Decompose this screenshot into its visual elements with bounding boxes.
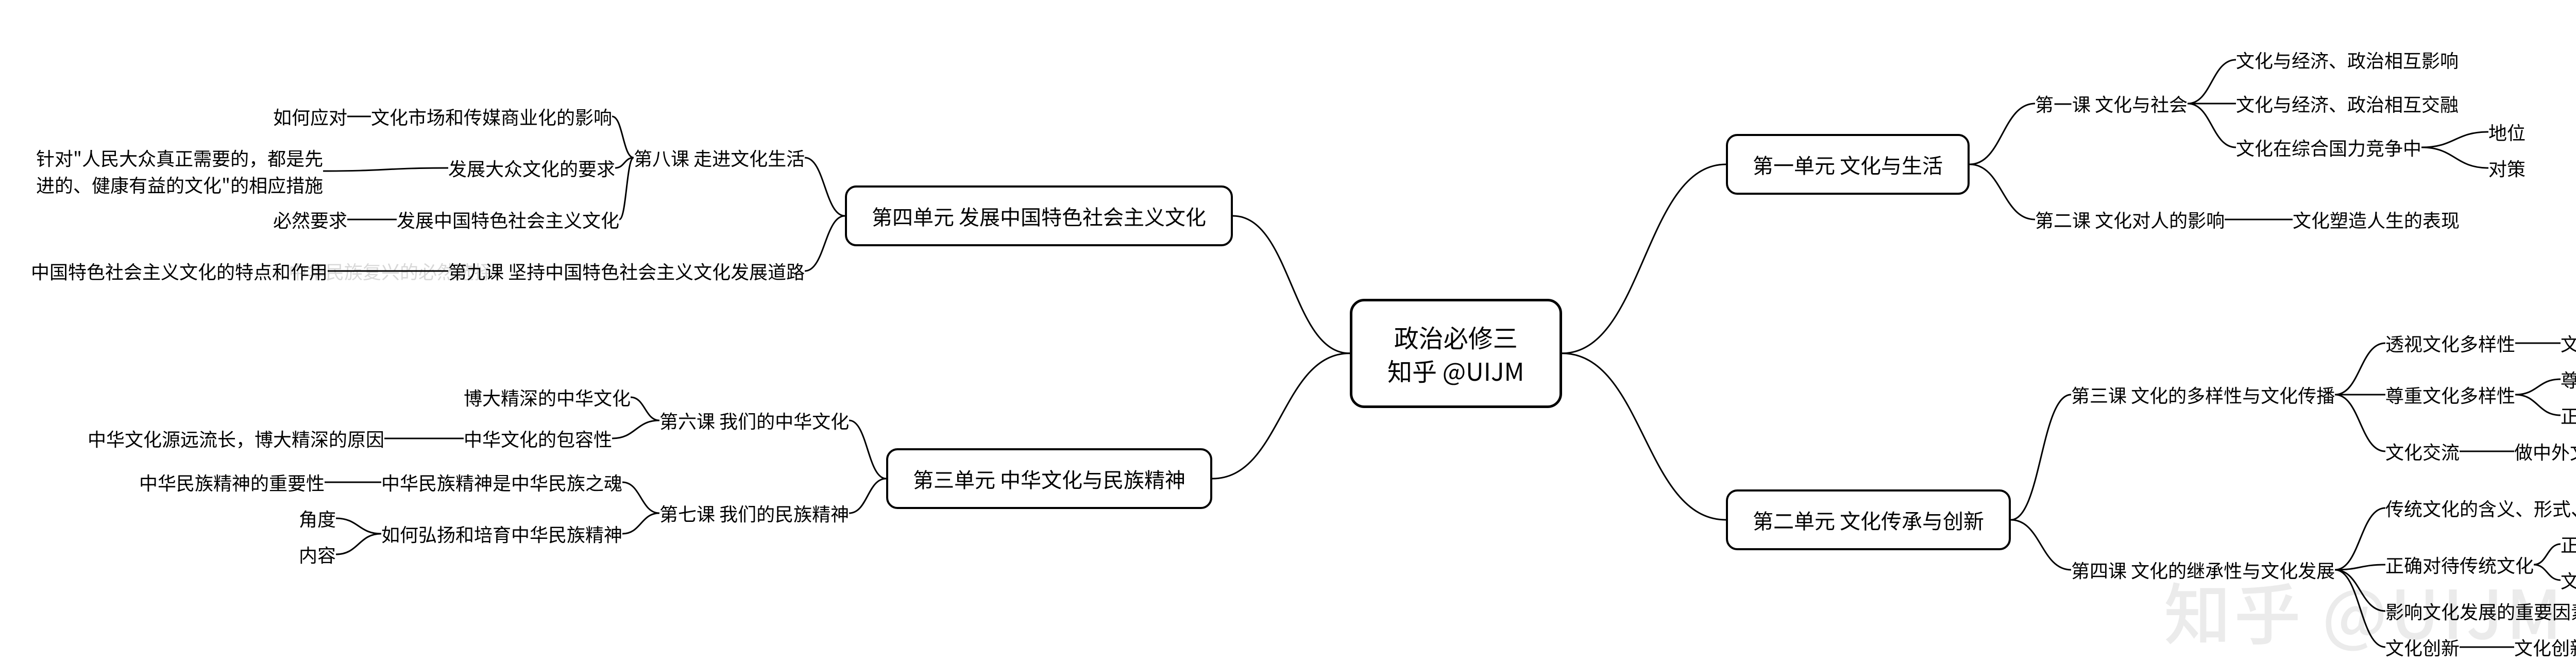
leaf-u4_l8b1[interactable]: 针对"人民大众真正需要的，都是先进的、健康有益的文化"的相应措施 [36, 144, 323, 198]
edge [849, 420, 886, 479]
edge [2188, 60, 2236, 104]
edge [1233, 216, 1350, 353]
leaf-u3_l7b[interactable]: 如何弘扬和培育中华民族精神 [381, 520, 622, 547]
edge [849, 479, 886, 513]
leaf-u3_l7a[interactable]: 中华民族精神是中华民族之魂 [381, 469, 622, 496]
edge [2335, 343, 2385, 395]
edge [2421, 147, 2488, 168]
edge [2188, 104, 2236, 147]
leaf-u4_l9a1[interactable]: 中国特色社会主义文化的特点和作用 [31, 258, 328, 284]
leaf-u3_l6[interactable]: 第六课 我们的中华文化 [659, 407, 849, 434]
edge [1212, 353, 1350, 479]
leaf-u3_l6b[interactable]: 中华文化的包容性 [464, 425, 612, 452]
edge [2335, 508, 2385, 570]
leaf-u2_l3[interactable]: 第三课 文化的多样性与文化传播 [2071, 381, 2335, 408]
leaf-u3_l7b2[interactable]: 内容 [299, 541, 336, 568]
leaf-u3_l6b1[interactable]: 中华文化源远流长，博大精深的原因 [88, 425, 384, 452]
mindmap-root[interactable]: 政治必修三 知乎 @UIJM [1350, 299, 1562, 408]
leaf-u4_l8c1[interactable]: 必然要求 [273, 206, 347, 233]
leaf-u3_l7a1[interactable]: 中华民族精神的重要性 [139, 469, 325, 496]
leaf-u2_l3b[interactable]: 尊重文化多样性 [2385, 381, 2515, 408]
leaf-u2_l3b1[interactable]: 尊重文化多样性的必要性 [2561, 366, 2576, 393]
leaf-u2_l3a[interactable]: 透视文化多样性 [2385, 330, 2515, 357]
edge [631, 397, 659, 420]
leaf-u2_l3c[interactable]: 文化交流 [2385, 438, 2460, 465]
edge [805, 216, 845, 271]
edge [1970, 104, 2035, 164]
leaf-u2_l3b2[interactable]: 正确对待文化的多样性 [2561, 402, 2576, 429]
leaf-u4_l9[interactable]: 第九课 坚持中国特色社会主义文化发展道路 [448, 258, 805, 284]
leaf-u4_l8c[interactable]: 发展中国特色社会主义文化 [397, 206, 619, 233]
unit-node-u3[interactable]: 第三单元 中华文化与民族精神 [886, 448, 1212, 509]
leaf-u3_l7[interactable]: 第七课 我们的民族精神 [659, 500, 849, 527]
leaf-u1_l1[interactable]: 第一课 文化与社会 [2035, 90, 2188, 117]
leaf-u4_l8a[interactable]: 文化市场和传媒商业化的影响 [371, 103, 612, 130]
unit-node-u2[interactable]: 第二单元 文化传承与创新 [1726, 489, 2011, 550]
leaf-u2_l3a1[interactable]: 文化既是民族的，又是世界的 [2561, 330, 2576, 357]
edge [2011, 395, 2071, 520]
leaf-u4_l8b[interactable]: 发展大众文化的要求 [448, 155, 615, 181]
leaf-u1_l2[interactable]: 第二课 文化对人的影响 [2035, 206, 2225, 233]
leaf-u3_l6a[interactable]: 博大精深的中华文化 [464, 384, 631, 411]
leaf-u3_l7b1[interactable]: 角度 [299, 505, 336, 532]
edge [622, 513, 659, 534]
edge [2515, 379, 2561, 395]
edge [612, 420, 659, 438]
root-title-line2: 知乎 @UIJM [1387, 353, 1524, 387]
edge [2011, 520, 2071, 570]
edge [612, 116, 634, 158]
unit-node-u1[interactable]: 第一单元 文化与生活 [1726, 134, 1970, 195]
edge [622, 482, 659, 513]
edge [805, 158, 845, 216]
leaf-u1_l1a[interactable]: 文化与经济、政治相互影响 [2236, 46, 2459, 73]
watermark-text: 知乎 @UIJM [2164, 562, 2565, 658]
leaf-u2_l4a[interactable]: 传统文化的含义、形式、特点及作用 [2385, 495, 2576, 521]
edge [2421, 132, 2488, 147]
leaf-u2_l4b1[interactable]: 正确对待传统文化的意义和态度 [2561, 531, 2576, 557]
leaf-u4_l8a1[interactable]: 如何应对 [273, 103, 347, 130]
leaf-u2_l3c1[interactable]: 做中外文化交流的友好使者 [2514, 438, 2576, 465]
edge [1562, 353, 1726, 520]
edge [323, 168, 448, 171]
root-title-line1: 政治必修三 [1387, 320, 1524, 353]
edge [2335, 395, 2385, 451]
edge [2515, 395, 2561, 415]
leaf-u1_l1c1[interactable]: 地位 [2488, 118, 2526, 145]
edge [1562, 164, 1726, 353]
leaf-u1_l2a[interactable]: 文化塑造人生的表现 [2293, 206, 2460, 233]
leaf-u4_l8[interactable]: 第八课 走进文化生活 [634, 144, 805, 171]
leaf-u1_l1c2[interactable]: 对策 [2488, 155, 2526, 181]
edge [336, 518, 381, 534]
edge [1970, 164, 2035, 219]
leaf-u1_l1c[interactable]: 文化在综合国力竞争中 [2236, 134, 2421, 161]
edge [336, 534, 381, 554]
leaf-u1_l1b[interactable]: 文化与经济、政治相互交融 [2236, 90, 2459, 117]
edge [619, 158, 634, 219]
unit-node-u4[interactable]: 第四单元 发展中国特色社会主义文化 [845, 185, 1233, 246]
